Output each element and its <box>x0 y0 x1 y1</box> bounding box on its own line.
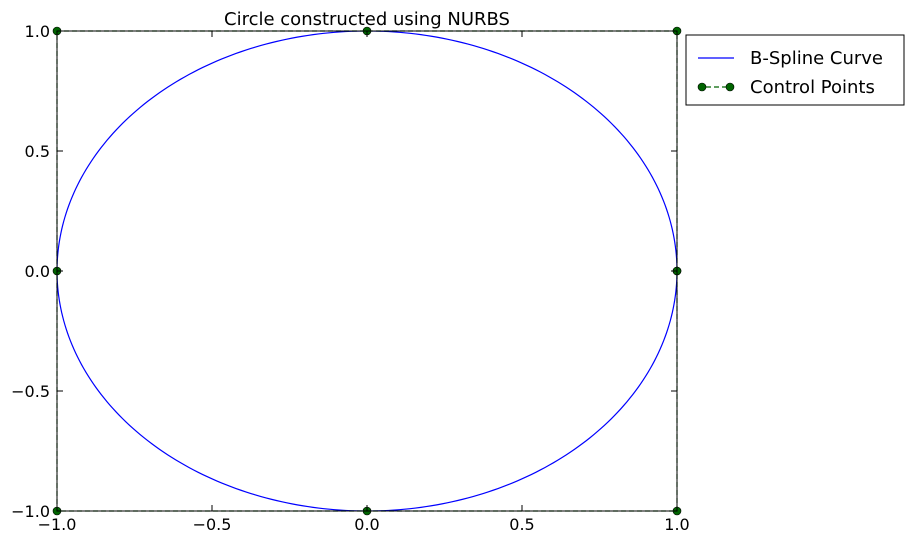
plot-content <box>52 26 682 516</box>
legend-label: B-Spline Curve <box>750 48 883 69</box>
control-polygon <box>56 30 678 512</box>
y-tick-label: −1.0 <box>11 502 50 521</box>
bspline-curve <box>56 30 678 512</box>
chart-title: Circle constructed using NURBS <box>224 9 510 30</box>
axes: −1.0 −0.5 0.0 0.5 1.0 −1.0 −0.5 0.0 0.5 1.0 <box>11 22 690 534</box>
legend-marker-swatch <box>697 82 707 92</box>
legend-box <box>685 34 905 106</box>
x-tick-label: 1.0 <box>664 515 689 534</box>
x-tick-label: 0.0 <box>354 515 379 534</box>
legend: B-Spline Curve Control Points <box>685 34 905 106</box>
x-tick-label: −1.0 <box>38 515 77 534</box>
y-tick-label: 1.0 <box>25 22 50 41</box>
plot-frame <box>56 30 678 512</box>
legend-marker-swatch <box>725 82 735 92</box>
y-tick-label: −0.5 <box>11 382 50 401</box>
x-tick-label: 0.5 <box>509 515 534 534</box>
legend-label: Control Points <box>750 77 875 98</box>
y-tick-label: 0.5 <box>25 142 50 161</box>
y-tick-label: 0.0 <box>25 262 50 281</box>
x-tick-label: −0.5 <box>193 515 232 534</box>
